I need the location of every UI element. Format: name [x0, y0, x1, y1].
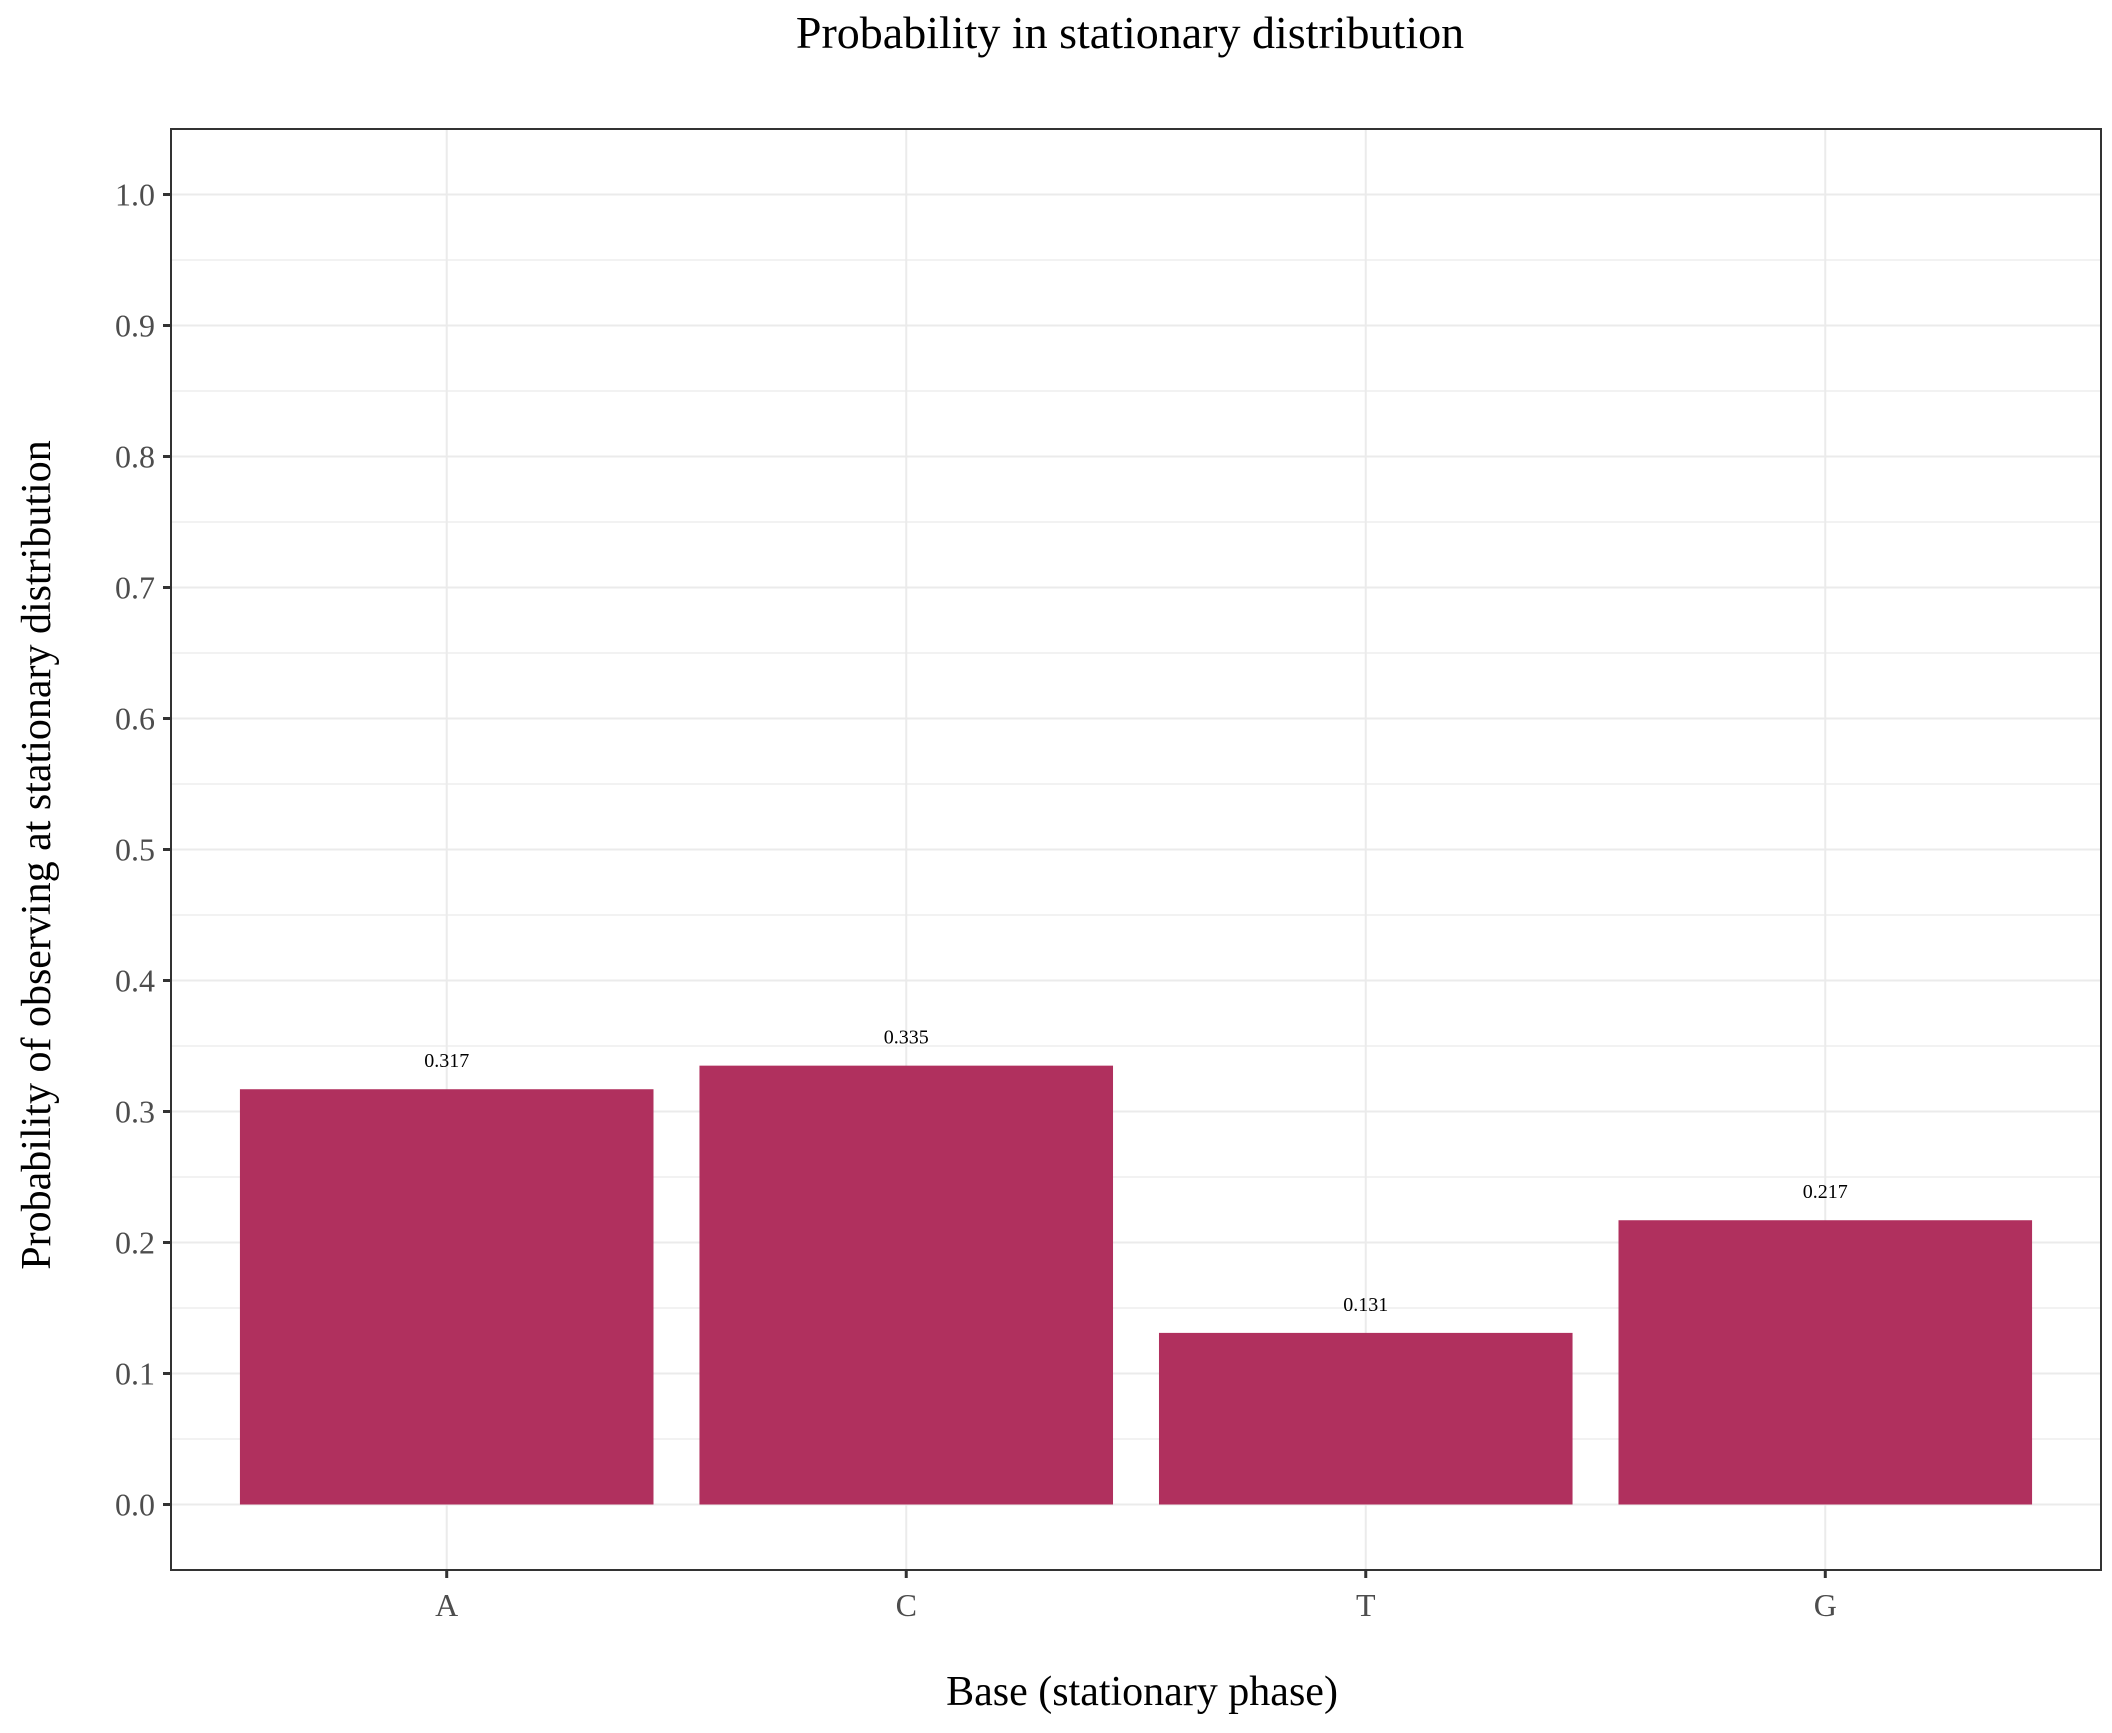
- data-label-T: 0.131: [1343, 1294, 1388, 1316]
- y-tick-label: 0.3: [115, 1094, 155, 1130]
- x-tick-label: C: [896, 1587, 917, 1623]
- bar-C: [699, 1065, 1114, 1505]
- y-tick-label: 1.0: [115, 177, 155, 213]
- bar-A: [239, 1089, 654, 1505]
- y-tick-label: 0.2: [115, 1225, 155, 1261]
- data-label-A: 0.317: [424, 1050, 469, 1072]
- bars: [239, 1065, 2033, 1505]
- y-tick-label: 0.9: [115, 308, 155, 344]
- x-axis-title: Base (stationary phase): [946, 1669, 1338, 1715]
- data-labels: 0.317 0.335 0.131 0.217: [424, 1027, 1848, 1316]
- y-tick-label: 0.7: [115, 570, 155, 606]
- y-axis-title: Probability of observing at stationary d…: [14, 440, 60, 1269]
- x-tick-label: T: [1356, 1587, 1376, 1623]
- y-tick-label: 0.6: [115, 701, 155, 737]
- y-tick-label: 0.0: [115, 1487, 155, 1523]
- data-label-G: 0.217: [1803, 1181, 1848, 1203]
- x-tick-label: A: [435, 1587, 458, 1623]
- bar-G: [1618, 1220, 2033, 1505]
- y-tick-label: 0.1: [115, 1356, 155, 1392]
- data-label-C: 0.335: [884, 1027, 929, 1049]
- y-tick-label: 0.8: [115, 439, 155, 475]
- y-axis-ticks: 0.0 0.1 0.2 0.3 0.4 0.5 0.6 0.7 0.8 0.9 1.0: [115, 177, 171, 1523]
- y-tick-label: 0.5: [115, 832, 155, 868]
- y-tick-label: 0.4: [115, 963, 155, 999]
- x-tick-label: G: [1814, 1587, 1837, 1623]
- bar-T: [1158, 1332, 1573, 1505]
- chart-title: Probability in stationary distribution: [796, 7, 1464, 58]
